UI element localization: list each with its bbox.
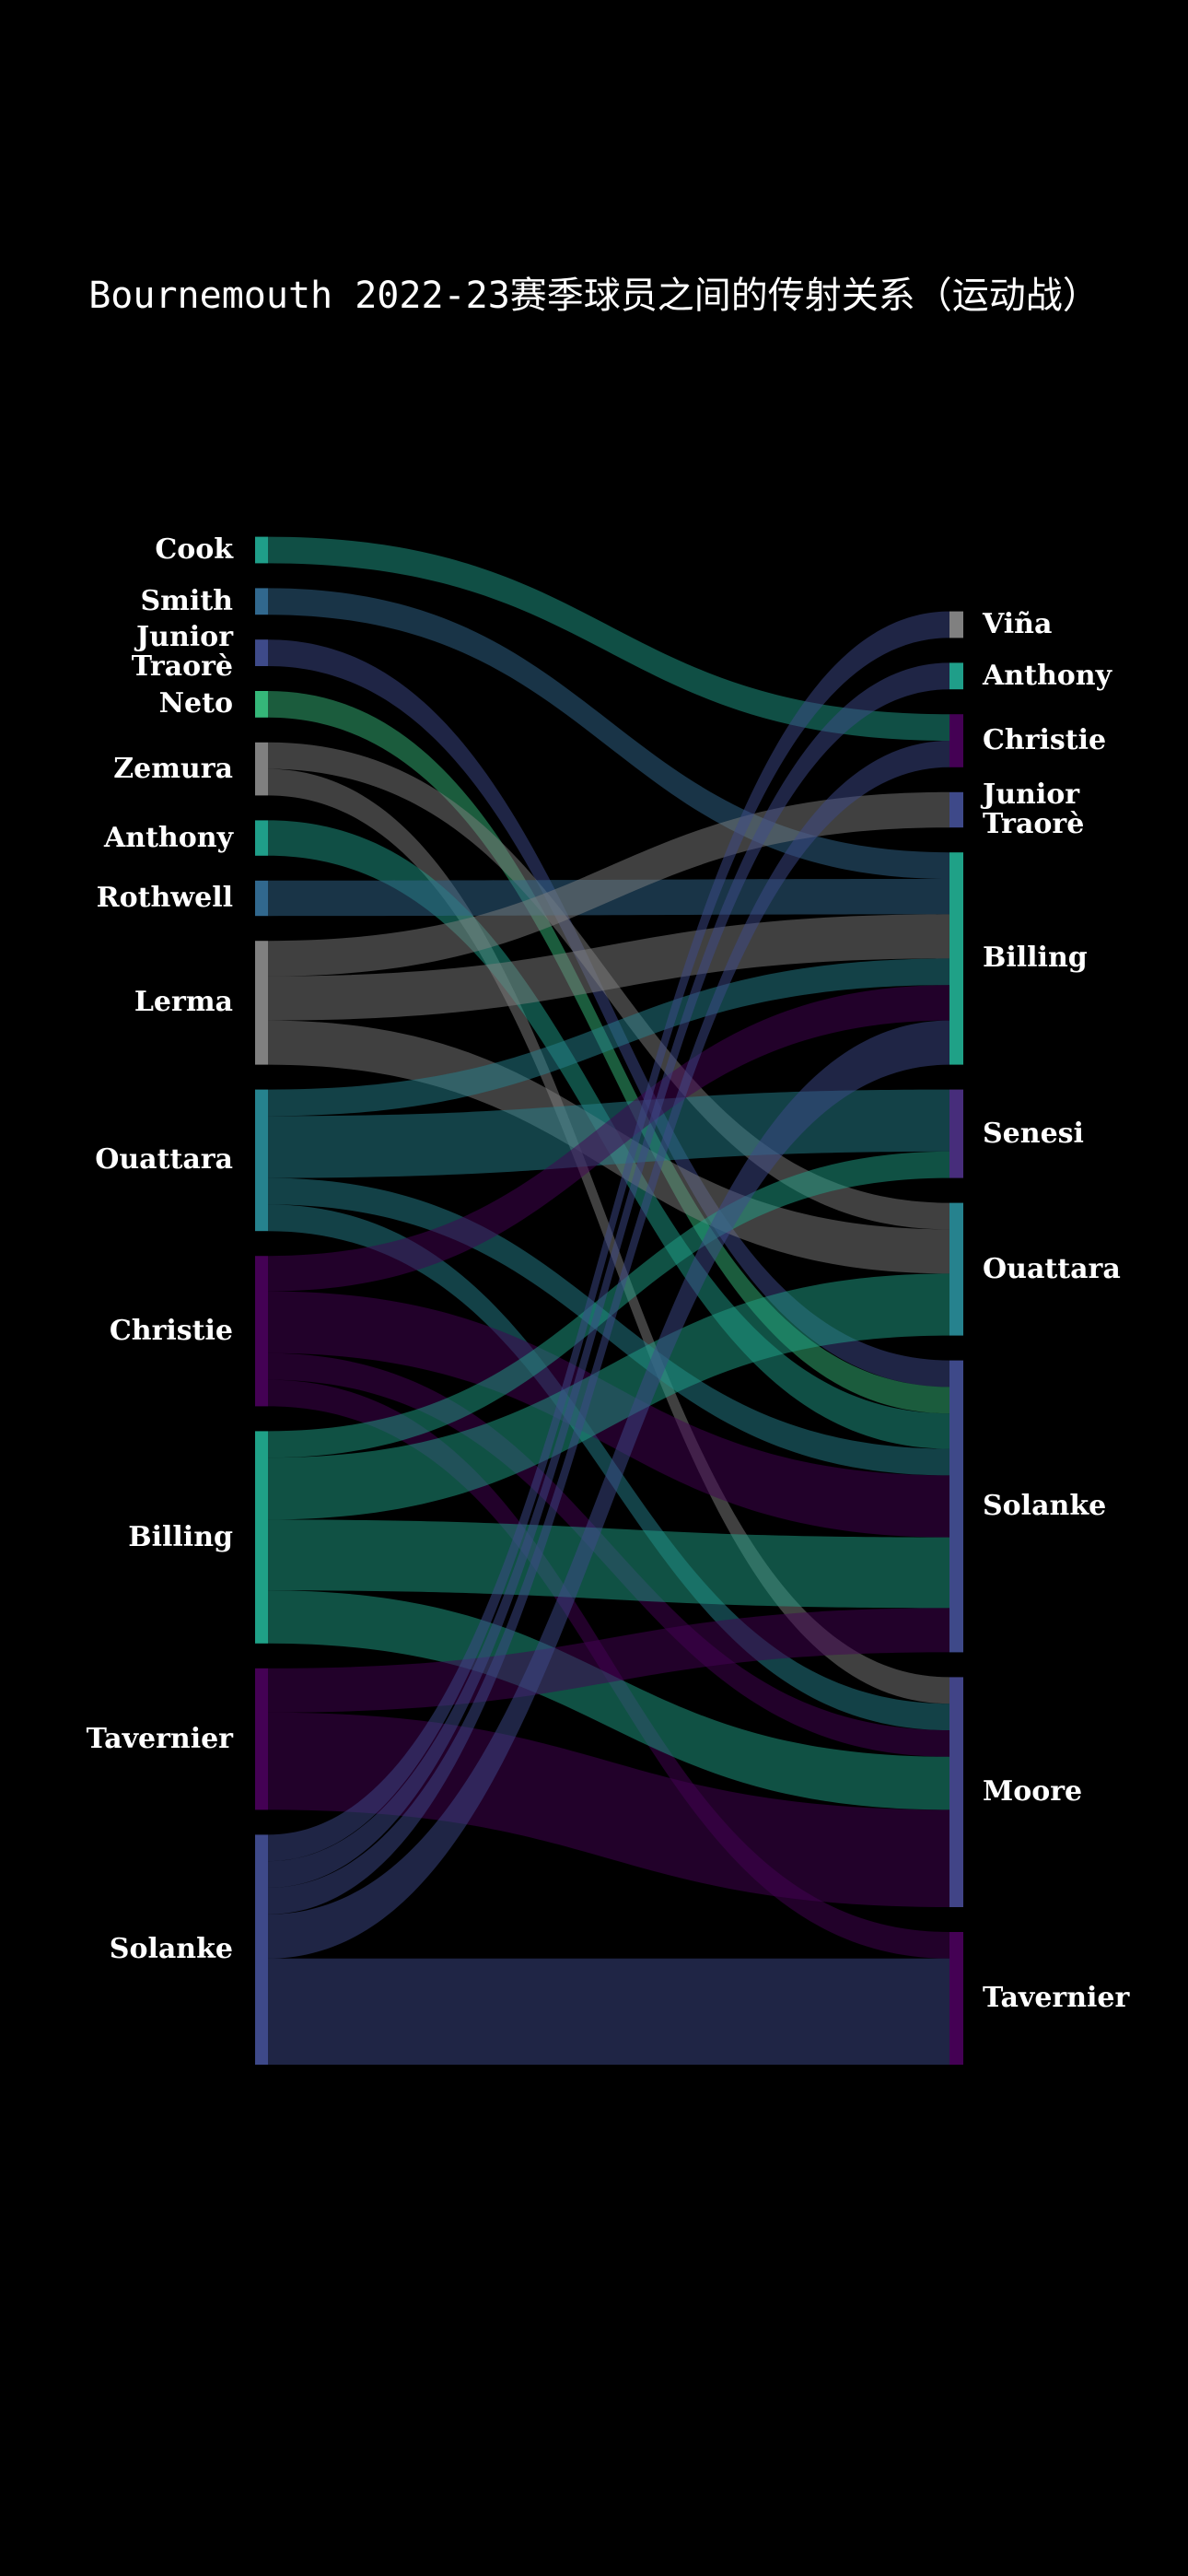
source-label: Lerma <box>134 986 233 1019</box>
source-label: Christie <box>109 1314 233 1347</box>
source-label: Cook <box>155 533 233 566</box>
flow <box>268 985 949 1292</box>
target-node <box>949 1677 963 1907</box>
source-node <box>255 536 268 564</box>
flow <box>268 662 949 1888</box>
target-node <box>949 662 963 690</box>
source-label: Anthony <box>103 821 233 854</box>
flow <box>268 536 949 741</box>
target-label: Christie <box>983 724 1107 756</box>
target-node <box>949 1089 963 1178</box>
links <box>268 536 949 2065</box>
target-label: Junior Traorè <box>983 778 1085 840</box>
target-label: Tavernier <box>983 1982 1130 2014</box>
flow <box>268 691 949 1414</box>
chart-title: Bournemouth 2022-23赛季球员之间的传射关系（运动战） <box>88 275 1100 317</box>
source-label: Ouattara <box>95 1143 233 1177</box>
target-node <box>949 714 963 767</box>
target-node <box>949 1360 963 1653</box>
source-node <box>255 1089 268 1232</box>
source-node <box>255 588 268 615</box>
target-label: Ouattara <box>983 1252 1121 1285</box>
target-label: Viña <box>983 608 1053 640</box>
source-label: Billing <box>128 1520 233 1553</box>
flow <box>268 1151 949 1458</box>
source-node <box>255 820 268 856</box>
source-label: Smith <box>140 584 233 617</box>
flow <box>268 611 949 1862</box>
source-label: Rothwell <box>96 882 233 914</box>
flow <box>268 1958 949 2065</box>
target-node <box>949 1202 963 1336</box>
flow <box>268 639 949 1388</box>
source-node <box>255 1431 268 1644</box>
flow <box>268 1712 949 1907</box>
target-label: Moore <box>983 1775 1083 1809</box>
flow <box>268 588 949 879</box>
source-label: Neto <box>158 687 233 720</box>
flow <box>268 1020 949 1959</box>
flow <box>268 1273 949 1520</box>
target-label: Billing <box>983 942 1088 975</box>
flow <box>268 1608 949 1713</box>
flow <box>268 1519 949 1609</box>
target-node <box>949 791 963 828</box>
flow <box>268 741 949 1914</box>
source-node <box>255 1834 268 2065</box>
source-label: Junior Traorè <box>131 621 233 684</box>
flow <box>268 1204 949 1730</box>
target-label: Solanke <box>983 1490 1107 1522</box>
flow <box>268 1590 949 1810</box>
target-node <box>949 1932 963 2065</box>
source-node <box>255 1668 268 1810</box>
target-label: Anthony <box>983 659 1112 692</box>
source-node <box>255 1256 268 1407</box>
target-node <box>949 852 963 1065</box>
flow <box>268 958 949 1117</box>
target-label: Senesi <box>983 1117 1084 1150</box>
source-label: Solanke <box>109 1933 233 1966</box>
source-node <box>255 880 268 917</box>
target-node <box>949 611 963 638</box>
flow <box>268 791 949 977</box>
source-label: Zemura <box>113 752 233 785</box>
source-node <box>255 639 268 666</box>
source-node <box>255 742 268 796</box>
flow <box>268 914 949 1021</box>
source-label: Tavernier <box>86 1722 233 1755</box>
source-node <box>255 941 268 1065</box>
source-node <box>255 691 268 718</box>
